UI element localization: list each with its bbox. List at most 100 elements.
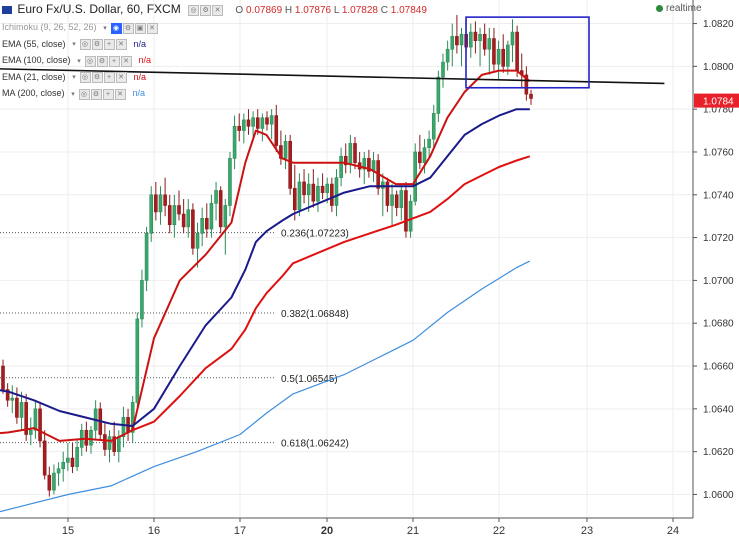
eye-icon[interactable]: ◎ [84, 55, 96, 67]
study-label[interactable]: EMA (100, close) [2, 55, 71, 65]
candle-body [353, 143, 357, 163]
series-line [0, 260, 531, 513]
study-row[interactable]: EMA (55, close) ▾ ◎ ⚙ + ✕ n/a [2, 37, 146, 51]
candle [135, 312, 140, 409]
fib-level-label: 0.236(1.07223) [281, 229, 349, 240]
candle-body [468, 31, 473, 48]
price-tick-label: 1.0660 [703, 362, 734, 373]
study-row[interactable]: Ichimoku (9, 26, 52, 26) ▾ ◉ ⚙ ▣ ✕ [2, 20, 159, 34]
close-icon[interactable]: ✕ [115, 39, 127, 51]
candle [371, 151, 376, 182]
study-row[interactable]: EMA (21, close) ▾ ◎ ⚙ + ✕ n/a [2, 70, 146, 84]
candle-body [283, 140, 288, 159]
study-label[interactable]: EMA (21, close) [2, 71, 66, 82]
candle-body [228, 158, 232, 206]
study-value: n/a [132, 88, 146, 98]
candle [75, 438, 79, 471]
candle [320, 173, 325, 200]
candle-body [288, 140, 292, 189]
trendline[interactable] [0, 68, 665, 85]
candle [524, 66, 529, 101]
candle [223, 199, 228, 255]
settings-icon[interactable]: ⚙ [91, 72, 103, 84]
candle-body [242, 119, 246, 131]
study-row[interactable]: EMA (100, close) ▾ ◎ ⚙ + ✕ n/a [2, 53, 151, 67]
close-icon[interactable]: ✕ [115, 72, 127, 84]
time-tick-label: 24 [667, 525, 679, 537]
candle [149, 186, 154, 242]
candle [38, 402, 42, 448]
settings-icon[interactable]: ⚙ [91, 39, 103, 51]
settings-icon[interactable]: ⚙ [122, 22, 134, 34]
candle-body [195, 233, 200, 249]
dropdown-icon[interactable]: ▾ [72, 74, 76, 82]
candle-body [413, 151, 418, 202]
candle [422, 139, 427, 174]
eye-icon[interactable]: ◎ [79, 39, 91, 51]
study-label[interactable]: MA (200, close) [2, 88, 65, 98]
candle-body [269, 115, 274, 125]
dropdown-icon[interactable]: ▾ [77, 57, 81, 65]
candle [459, 27, 464, 67]
time-tick-label: 17 [234, 525, 246, 537]
settings-icon[interactable]: ⚙ [200, 5, 212, 17]
candle [265, 111, 269, 131]
study-label[interactable]: Ichimoku (9, 26, 52, 26) [2, 22, 97, 32]
candle-body [89, 429, 93, 446]
eye-icon[interactable]: ◎ [188, 5, 200, 17]
candle-body [431, 113, 436, 140]
candle [61, 451, 66, 482]
candle [529, 89, 533, 105]
eye-icon[interactable]: ◉ [110, 22, 122, 34]
study-label[interactable]: EMA (55, close) [2, 38, 66, 49]
study-row[interactable]: MA (200, close) ▾ ◎ ⚙ + ✕ n/a [2, 86, 145, 100]
time-tick-label: 15 [62, 525, 74, 537]
candle [496, 40, 501, 80]
candle [445, 40, 450, 71]
drawings[interactable] [0, 16, 665, 89]
add-icon[interactable]: + [103, 39, 115, 51]
candle [279, 130, 283, 165]
candle-body [47, 474, 52, 491]
candle [191, 203, 195, 255]
add-icon[interactable]: + [103, 72, 115, 84]
eye-icon[interactable]: ◎ [79, 72, 91, 84]
source-icon[interactable]: ▣ [134, 22, 146, 34]
time-tick-label: 21 [407, 525, 419, 537]
candle-body [158, 194, 163, 213]
price-tick-label: 1.0800 [703, 62, 734, 73]
candle [334, 169, 339, 217]
symbol-title[interactable]: Euro Fx/U.S. Dollar, 60, FXCM [17, 2, 181, 16]
close-icon[interactable]: ✕ [146, 22, 158, 34]
dropdown-icon[interactable]: ▾ [103, 24, 107, 32]
candle-body [200, 218, 204, 234]
dropdown-icon[interactable]: ▾ [71, 90, 75, 98]
candle-body [524, 74, 529, 95]
candle [15, 387, 19, 424]
candle [242, 113, 246, 144]
time-tick-label: 23 [581, 525, 593, 537]
moving-averages [0, 69, 531, 513]
close-icon[interactable]: ✕ [212, 5, 224, 17]
time-axis[interactable]: 15 16 17 20 21 22 23 24 [0, 517, 739, 541]
price-tick-label: 1.0680 [703, 319, 734, 330]
add-icon[interactable]: + [108, 55, 120, 67]
candle [52, 464, 56, 495]
candle [357, 151, 362, 178]
settings-icon[interactable]: ⚙ [90, 88, 102, 100]
add-icon[interactable]: + [102, 88, 114, 100]
candle [144, 226, 149, 292]
study-value: n/a [133, 38, 147, 49]
candle-body [154, 194, 158, 213]
eye-icon[interactable]: ◎ [78, 88, 90, 100]
candle-body [343, 155, 348, 166]
price-tick-label: 1.0780 [703, 105, 734, 116]
settings-icon[interactable]: ⚙ [96, 55, 108, 67]
candle-body [38, 408, 42, 442]
close-icon[interactable]: ✕ [120, 55, 132, 67]
highlight-box[interactable] [465, 16, 590, 89]
dropdown-icon[interactable]: ▾ [72, 41, 76, 49]
close-icon[interactable]: ✕ [114, 88, 126, 100]
price-axis[interactable]: 1.0600 1.0620 1.0640 1.0660 1.0680 1.0700 1.07… [692, 0, 739, 541]
